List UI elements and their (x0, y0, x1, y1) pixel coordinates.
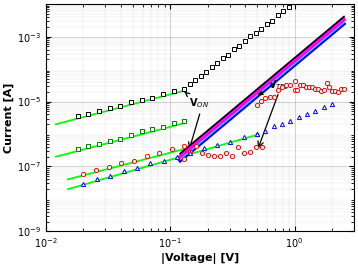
Y-axis label: Current [A]: Current [A] (4, 83, 14, 153)
Text: V$_{ON}$: V$_{ON}$ (185, 92, 209, 110)
X-axis label: |Voltage| [V]: |Voltage| [V] (161, 253, 239, 264)
Text: V$_{TFL}$: V$_{TFL}$ (259, 79, 290, 94)
